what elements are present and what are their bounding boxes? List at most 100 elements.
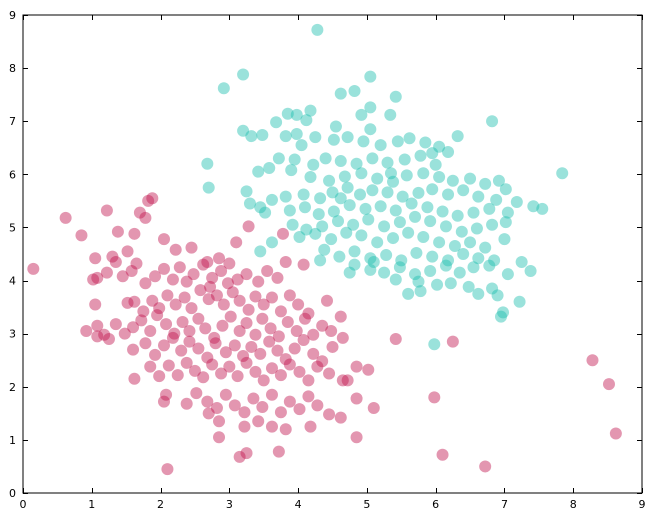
y-tick-label: 7	[9, 115, 16, 128]
scatter-point-series-2	[230, 236, 243, 249]
x-tick-label: 9	[639, 498, 646, 511]
scatter-point-series-1	[314, 254, 327, 267]
scatter-point-series-2	[146, 192, 159, 205]
scatter-point-series-1	[348, 258, 361, 271]
scatter-point-series-2	[201, 351, 214, 364]
scatter-point-series-2	[279, 353, 292, 366]
scatter-point-series-1	[357, 135, 370, 148]
scatter-point-series-1	[513, 295, 526, 308]
scatter-point-series-1	[334, 87, 347, 100]
scatter-point-series-2	[75, 229, 88, 242]
scatter-point-series-1	[240, 185, 253, 198]
scatter-point-series-2	[336, 331, 349, 344]
scatter-point-series-1	[265, 193, 278, 206]
x-tick-label: 1	[88, 498, 95, 511]
scatter-point-series-1	[467, 261, 480, 274]
scatter-point-series-2	[256, 400, 269, 413]
scatter-point-series-2	[446, 335, 459, 348]
scatter-point-series-1	[341, 181, 354, 194]
scatter-point-series-1	[283, 204, 296, 217]
scatter-point-series-2	[118, 327, 131, 340]
scatter-point-series-1	[279, 190, 292, 203]
scatter-point-series-2	[161, 289, 174, 302]
scatter-point-series-2	[252, 275, 265, 288]
scatter-point-series-2	[261, 264, 274, 277]
scatter-point-series-2	[350, 392, 363, 405]
scatter-point-series-1	[381, 186, 394, 199]
scatter-point-series-2	[325, 325, 338, 338]
scatter-point-series-2	[201, 255, 214, 268]
scatter-point-series-1	[486, 218, 499, 231]
scatter-point-series-2	[264, 322, 277, 335]
scatter-point-series-2	[226, 286, 239, 299]
scatter-point-series-2	[265, 388, 278, 401]
scatter-point-series-2	[274, 369, 287, 382]
scatter-point-series-2	[109, 318, 122, 331]
scatter-point-series-2	[326, 340, 339, 353]
scatter-point-series-1	[439, 259, 452, 272]
scatter-point-series-1	[327, 133, 340, 146]
scatter-point-series-1	[327, 205, 340, 218]
scatter-point-series-2	[276, 227, 289, 240]
scatter-point-series-2	[197, 258, 210, 271]
scatter-point-series-2	[367, 402, 380, 415]
scatter-point-series-1	[316, 220, 329, 233]
data-points	[27, 23, 622, 476]
x-tick-label: 8	[570, 498, 577, 511]
scatter-point-series-1	[285, 164, 298, 177]
scatter-point-series-1	[340, 226, 353, 239]
scatter-point-series-1	[254, 245, 267, 258]
scatter-point-series-2	[91, 271, 104, 284]
scatter-point-series-1	[389, 204, 402, 217]
scatter-point-series-1	[389, 90, 402, 103]
scatter-point-series-1	[417, 231, 430, 244]
scatter-point-series-2	[130, 257, 143, 270]
scatter-point-series-2	[87, 273, 100, 286]
scatter-point-series-2	[213, 415, 226, 428]
scatter-point-series-1	[314, 192, 327, 205]
scatter-point-series-2	[210, 289, 223, 302]
scatter-point-series-1	[279, 130, 292, 143]
scatter-point-series-1	[464, 236, 477, 249]
scatter-point-series-1	[256, 129, 269, 142]
scatter-point-series-1	[348, 245, 361, 258]
scatter-point-series-2	[256, 312, 269, 325]
scatter-point-series-2	[206, 271, 219, 284]
scatter-point-series-1	[486, 115, 499, 128]
scatter-point-series-1	[448, 240, 461, 253]
scatter-point-series-1	[300, 223, 313, 236]
scatter-point-series-1	[414, 285, 427, 298]
scatter-point-series-1	[453, 266, 466, 279]
scatter-point-series-1	[414, 149, 427, 162]
scatter-point-series-2	[98, 328, 111, 341]
scatter-point-series-2	[160, 318, 173, 331]
scatter-point-series-1	[202, 181, 215, 194]
scatter-point-series-2	[139, 277, 152, 290]
scatter-point-series-2	[240, 317, 253, 330]
scatter-point-series-2	[231, 273, 244, 286]
scatter-point-series-1	[326, 186, 339, 199]
y-tick-label: 6	[9, 168, 16, 181]
scatter-point-series-1	[334, 155, 347, 168]
scatter-point-series-1	[433, 170, 446, 183]
scatter-point-series-2	[190, 387, 203, 400]
scatter-point-series-1	[355, 108, 368, 121]
scatter-point-series-1	[470, 222, 483, 235]
scatter-point-series-1	[497, 306, 510, 319]
scatter-point-series-2	[274, 305, 287, 318]
scatter-point-series-1	[355, 167, 368, 180]
scatter-point-series-1	[492, 174, 505, 187]
scatter-point-series-2	[215, 264, 228, 277]
scatter-point-series-1	[281, 107, 294, 120]
scatter-point-series-2	[609, 427, 622, 440]
scatter-point-series-2	[106, 250, 119, 263]
scatter-point-series-1	[304, 104, 317, 117]
scatter-point-series-1	[334, 192, 347, 205]
scatter-point-series-1	[295, 139, 308, 152]
scatter-point-series-2	[298, 312, 311, 325]
scatter-point-series-2	[204, 280, 217, 293]
scatter-point-series-1	[307, 158, 320, 171]
scatter-point-series-1	[389, 273, 402, 286]
scatter-point-series-2	[91, 330, 104, 343]
scatter-point-series-1	[421, 201, 434, 214]
